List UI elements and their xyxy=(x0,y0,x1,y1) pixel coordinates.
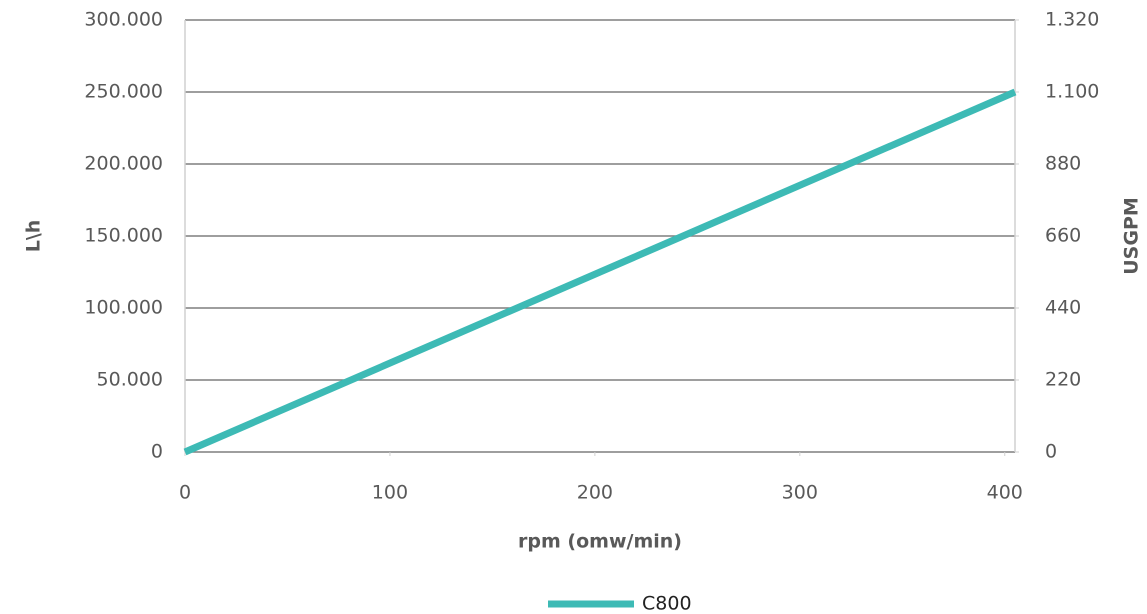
y2-tick-label: 220 xyxy=(1045,369,1081,391)
y-tick-label: 50.000 xyxy=(97,369,163,391)
y2-tick-label: 880 xyxy=(1045,153,1081,175)
x-tick-label: 0 xyxy=(179,482,191,504)
y-tick-label: 250.000 xyxy=(84,81,163,103)
x-axis-label: rpm (omw/min) xyxy=(518,531,682,553)
y-tick-label: 100.000 xyxy=(84,297,163,319)
series-line xyxy=(183,88,1017,456)
x-tick-label: 400 xyxy=(987,482,1023,504)
y2-tick-label: 0 xyxy=(1045,441,1057,463)
y-tick-label: 150.000 xyxy=(84,225,163,247)
x-tick-label: 200 xyxy=(577,482,613,504)
y-tick-label: 200.000 xyxy=(84,153,163,175)
x-tick-label: 300 xyxy=(782,482,818,504)
y2-tick-label: 440 xyxy=(1045,297,1081,319)
y2-tick-label: 1.100 xyxy=(1045,81,1099,103)
y-tick-label: 300.000 xyxy=(84,9,163,31)
y2-axis-label: USGPM xyxy=(1121,197,1143,275)
legend-label: C800 xyxy=(642,593,692,614)
x-tick-label: 100 xyxy=(372,482,408,504)
y2-tick-label: 660 xyxy=(1045,225,1081,247)
y-axis-label: L\h xyxy=(23,220,45,253)
y-tick-label: 0 xyxy=(151,441,163,463)
y2-tick-label: 1.320 xyxy=(1045,9,1099,31)
